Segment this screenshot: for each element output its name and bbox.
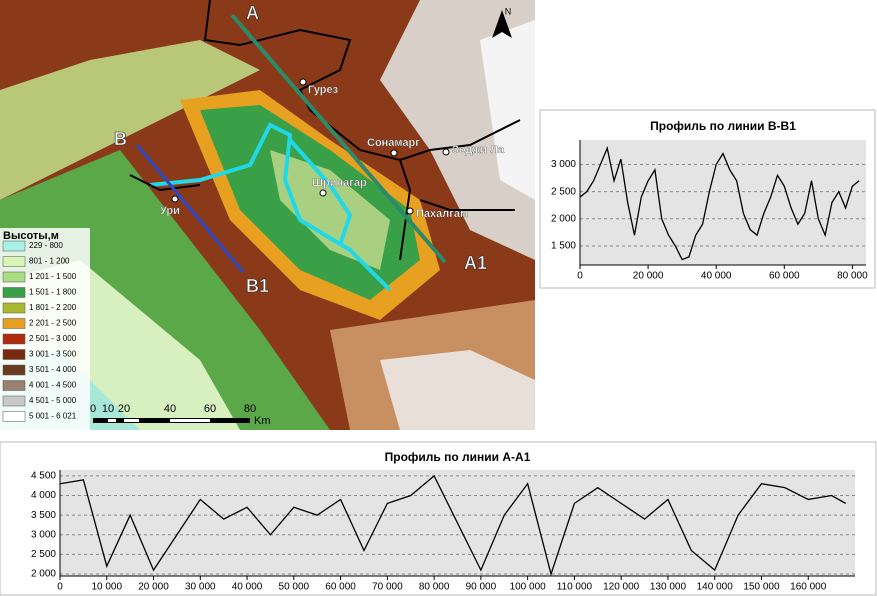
line-label: B1	[246, 276, 269, 296]
place-label: Гурез	[308, 84, 339, 96]
scale-bar	[124, 419, 139, 422]
y-tick-label: 3 000	[31, 529, 56, 540]
legend-swatch	[2, 411, 26, 422]
legend-title: Высоты,м	[3, 230, 59, 242]
legend-label: 2 201 - 2 500	[29, 319, 77, 328]
scale-label: 20	[118, 403, 130, 415]
scale-label: 80	[244, 403, 256, 415]
legend-swatch	[2, 302, 26, 314]
x-tick-label: 100 000	[510, 582, 547, 593]
x-tick-label: 120 000	[603, 582, 640, 593]
x-tick-label: 110 000	[557, 582, 593, 593]
place-label: Зоджи Ла	[452, 144, 505, 156]
chart-title: Профиль по линии А-А1	[385, 450, 531, 464]
legend-swatch	[2, 271, 26, 283]
y-tick-label: 2 000	[31, 569, 56, 580]
x-tick-label: 160 000	[790, 582, 827, 593]
legend-swatch	[2, 240, 26, 252]
legend-label: 4 501 - 5 000	[29, 396, 77, 405]
y-tick-label: 2 500	[31, 549, 56, 560]
x-tick-label: 90 000	[466, 582, 497, 593]
legend-swatch	[2, 395, 26, 407]
x-tick-label: 50 000	[279, 582, 310, 593]
x-tick-label: 10 000	[91, 582, 122, 593]
x-tick-label: 130 000	[650, 582, 687, 593]
y-tick-label: 4 500	[31, 471, 56, 482]
line-label: B	[114, 129, 127, 149]
legend-swatch	[2, 287, 26, 298]
map: N A A1 B B1 Гурез Сонамарг Зоджи Ла Шрин…	[0, 0, 535, 430]
x-tick-label: 30 000	[185, 582, 216, 593]
y-tick-label: 1 500	[551, 241, 576, 252]
line-label: A	[246, 3, 259, 23]
chart-title: Профиль по линии В-В1	[650, 119, 796, 133]
x-tick-label: 0	[577, 271, 583, 282]
legend-label: 1 501 - 1 800	[29, 288, 77, 297]
legend-label: 1 201 - 1 500	[29, 272, 77, 281]
legend-swatch	[2, 333, 26, 345]
legend-label: 3 001 - 3 500	[29, 350, 77, 359]
legend-label: 801 - 1 200	[29, 257, 70, 266]
x-tick-label: 80 000	[419, 582, 450, 593]
legend-swatch	[2, 364, 26, 376]
profile-line	[59, 474, 846, 577]
legend-label: 3 501 - 4 000	[29, 365, 77, 374]
scale-label: 10	[102, 403, 114, 415]
scale-unit: Km	[254, 415, 271, 427]
legend-swatch	[2, 256, 26, 267]
profile-line	[579, 145, 860, 261]
legend-label: 2 501 - 3 000	[29, 334, 77, 343]
x-tick-label: 20 000	[138, 582, 169, 593]
x-tick-label: 0	[57, 582, 63, 593]
x-tick-label: 60 000	[325, 582, 356, 593]
north-label: N	[505, 6, 512, 16]
scale-label: 40	[164, 403, 176, 415]
place-label: Пахалгам	[416, 208, 468, 220]
x-tick-label: 150 000	[743, 582, 780, 593]
x-tick-label: 70 000	[372, 582, 403, 593]
place-label: Сонамарг	[367, 137, 420, 149]
y-tick-label: 3 500	[31, 510, 56, 521]
y-tick-label: 3 000	[551, 159, 576, 170]
x-tick-label: 40 000	[232, 582, 263, 593]
legend-swatch	[2, 349, 26, 360]
line-label: A1	[464, 253, 487, 273]
scale-bar	[108, 419, 116, 422]
y-tick-label: 2 500	[551, 186, 576, 197]
legend-label: 229 - 800	[29, 241, 63, 250]
scale-label: 60	[204, 403, 216, 415]
legend-swatch	[2, 380, 26, 391]
x-tick-label: 140 000	[697, 582, 734, 593]
legend-label: 5 001 - 6 021	[29, 412, 77, 421]
scale-bar	[170, 419, 210, 422]
x-tick-label: 40 000	[701, 271, 732, 282]
legend-label: 4 001 - 4 500	[29, 381, 77, 390]
place-label: Шринагар	[312, 177, 367, 189]
x-tick-label: 80 000	[837, 271, 868, 282]
legend-swatch	[2, 318, 26, 329]
legend-label: 1 801 - 2 200	[29, 303, 77, 312]
x-tick-label: 20 000	[633, 271, 664, 282]
place-label: Ури	[160, 205, 180, 217]
y-tick-label: 2 000	[551, 213, 576, 224]
x-tick-label: 60 000	[769, 271, 800, 282]
y-tick-label: 4 000	[31, 490, 56, 501]
scale-label: 0	[90, 403, 96, 415]
